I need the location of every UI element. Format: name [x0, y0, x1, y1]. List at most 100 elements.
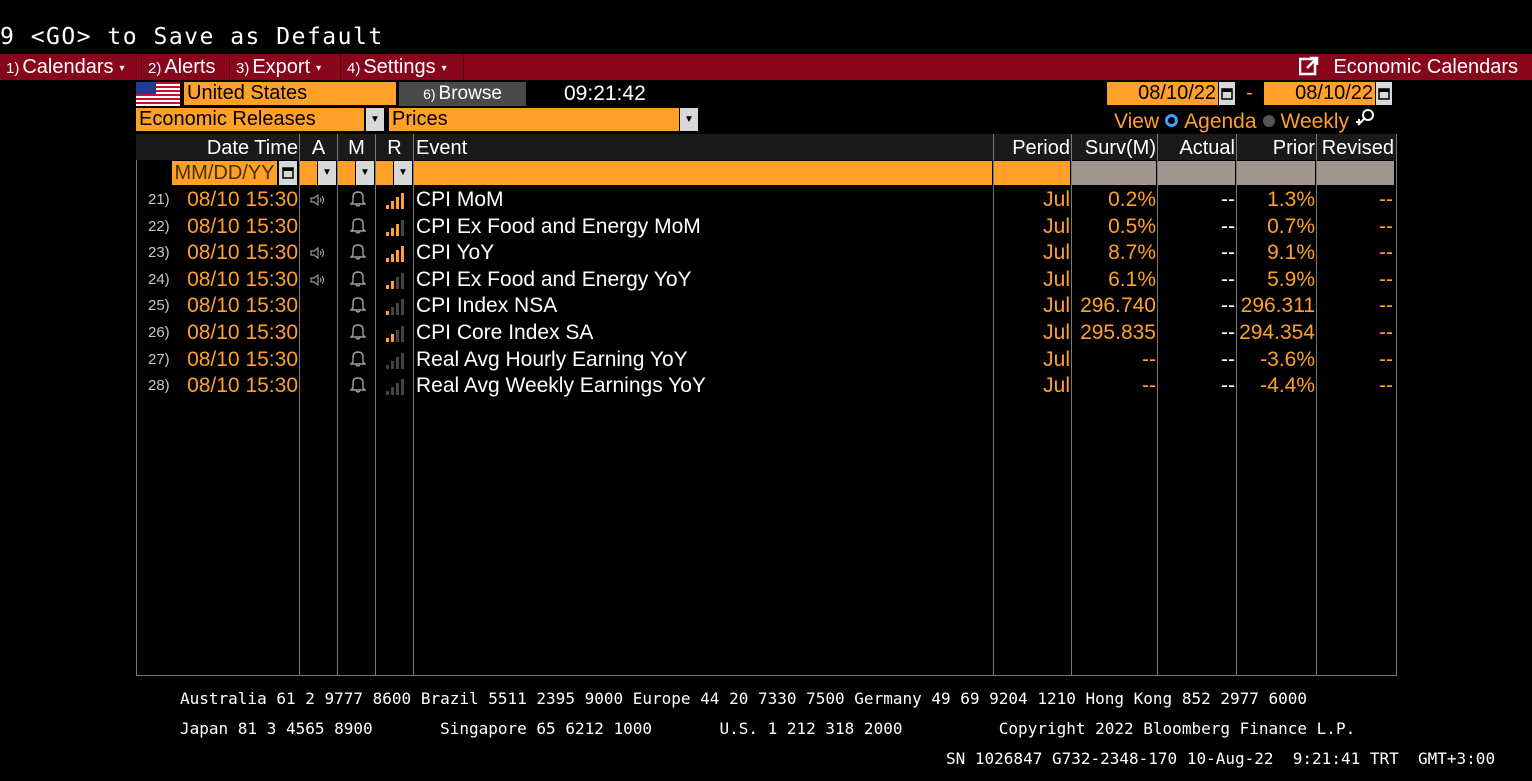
row-datetime: 08/10 15:30	[187, 214, 298, 238]
col-period[interactable]: Period	[1012, 137, 1070, 159]
revised-filter[interactable]	[1317, 161, 1394, 185]
table-row[interactable]: 25) 08/10 15:30 CPI Index NSA Jul 296.740 -- 2…	[136, 293, 1396, 319]
row-datetime: 08/10 15:30	[187, 347, 298, 371]
col-event[interactable]: Event	[416, 137, 468, 159]
speaker-icon[interactable]	[310, 241, 326, 267]
table-row[interactable]: 27) 08/10 15:30 Real Avg Hourly Earning Yo…	[136, 347, 1396, 373]
export-menu[interactable]: 3) Export ▾	[236, 56, 322, 78]
row-survey: --	[1142, 347, 1156, 371]
table-row[interactable]: 23) 08/10 15:30 CPI YoY Jul 8.7% -- 9.1% --	[136, 240, 1396, 266]
chevron-down-icon[interactable]: ▼	[394, 161, 412, 185]
row-number[interactable]: 24)	[148, 270, 170, 288]
row-survey: 0.5%	[1108, 214, 1156, 238]
row-event[interactable]: CPI Index NSA	[416, 294, 558, 318]
col-actual[interactable]: Actual	[1179, 137, 1235, 159]
country-field[interactable]: United States	[184, 82, 396, 105]
relevance-bars-icon	[384, 190, 404, 216]
col-relevance[interactable]: R	[387, 137, 402, 159]
command-line[interactable]: 9 <GO> to Save as Default	[0, 24, 384, 50]
chevron-down-icon[interactable]: ▼	[318, 161, 336, 185]
row-number[interactable]: 23)	[148, 244, 170, 262]
start-calendar-icon[interactable]	[1219, 82, 1235, 105]
col-survey[interactable]: Surv(M)	[1084, 137, 1156, 159]
row-number[interactable]: 27)	[148, 350, 170, 368]
bell-icon[interactable]	[349, 268, 367, 294]
row-event[interactable]: CPI Ex Food and Energy MoM	[416, 214, 701, 238]
end-calendar-icon[interactable]	[1376, 82, 1392, 105]
speaker-icon[interactable]	[310, 188, 326, 214]
row-period: Jul	[1043, 374, 1070, 398]
release-type-dropdown[interactable]: Economic Releases	[136, 108, 364, 131]
relevance-filter[interactable]	[376, 161, 393, 185]
survey-filter[interactable]	[1072, 161, 1156, 185]
table-row[interactable]: 22) 08/10 15:30 CPI Ex Food and Energy MoM…	[136, 214, 1396, 240]
end-date-field[interactable]: 08/10/22	[1264, 82, 1375, 105]
speaker-icon[interactable]	[310, 268, 326, 294]
weekly-radio[interactable]	[1262, 115, 1275, 127]
row-datetime: 08/10 15:30	[187, 241, 298, 265]
row-event[interactable]: CPI Ex Food and Energy YoY	[416, 267, 692, 291]
agenda-radio[interactable]	[1165, 114, 1179, 127]
economic-calendars-link[interactable]: Economic Calendars	[1299, 54, 1518, 80]
calendars-menu[interactable]: 1) Calendars ▾	[6, 56, 125, 78]
row-number[interactable]: 28)	[148, 377, 170, 395]
date-filter-input[interactable]: MM/DD/YY	[172, 161, 277, 185]
chevron-down-icon[interactable]: ▼	[356, 161, 374, 185]
col-audio[interactable]: A	[311, 137, 326, 159]
date-filter-calendar-icon[interactable]	[279, 161, 297, 185]
agenda-label[interactable]: Agenda	[1184, 110, 1257, 133]
row-prior: 296.311	[1240, 294, 1315, 318]
chevron-down-icon[interactable]: ▼	[366, 108, 384, 131]
external-link-icon	[1299, 56, 1319, 76]
prior-filter[interactable]	[1237, 161, 1315, 185]
row-period: Jul	[1043, 188, 1070, 211]
bell-icon[interactable]	[349, 374, 367, 400]
bell-icon[interactable]	[349, 188, 367, 214]
actual-filter[interactable]	[1158, 161, 1235, 185]
weekly-label[interactable]: Weekly	[1280, 110, 1350, 133]
row-revised: --	[1379, 347, 1393, 371]
audio-filter[interactable]	[300, 161, 317, 185]
event-filter-input[interactable]	[414, 161, 992, 185]
alert-filter[interactable]	[338, 161, 355, 185]
bell-icon[interactable]	[349, 241, 367, 267]
row-revised: --	[1379, 241, 1393, 265]
chevron-down-icon[interactable]: ▼	[680, 108, 698, 131]
settings-menu[interactable]: 4) Settings ▾	[347, 56, 447, 78]
row-number[interactable]: 25)	[148, 297, 170, 315]
footer: Australia 61 2 9777 8600 Brazil 5511 239…	[0, 676, 1532, 781]
period-filter[interactable]	[994, 161, 1070, 185]
row-event[interactable]: CPI Core Index SA	[416, 321, 594, 344]
row-period: Jul	[1043, 241, 1070, 265]
table-row[interactable]: 26) 08/10 15:30 CPI Core Index SA Jul 295.83…	[136, 320, 1396, 346]
row-number[interactable]: 26)	[148, 324, 170, 341]
row-datetime: 08/10 15:30	[187, 294, 298, 318]
table-row[interactable]: 21) 08/10 15:30 CPI MoM Jul 0.2% -- 1.3% --	[136, 187, 1396, 213]
col-prior[interactable]: Prior	[1272, 137, 1315, 159]
bell-icon[interactable]	[349, 348, 367, 374]
table-row[interactable]: 24) 08/10 15:30 CPI Ex Food and Energy YoY…	[136, 267, 1396, 293]
row-event[interactable]: CPI YoY	[416, 241, 495, 265]
row-event[interactable]: Real Avg Hourly Earning YoY	[416, 347, 688, 371]
menu-bar: 1) Calendars ▾ 2) Alerts 3) Export ▾ 4) Settin…	[0, 54, 1532, 80]
bell-icon[interactable]	[349, 294, 367, 320]
table-row[interactable]: 28) 08/10 15:30 Real Avg Weekly Earnings Y…	[136, 373, 1396, 399]
col-alert[interactable]: M	[348, 137, 365, 159]
zoom-icon[interactable]	[1355, 108, 1377, 130]
bell-icon[interactable]	[349, 215, 367, 241]
start-date-field[interactable]: 08/10/22	[1107, 82, 1218, 105]
row-event[interactable]: CPI MoM	[416, 188, 504, 211]
bell-icon[interactable]	[349, 321, 367, 347]
row-number[interactable]: 21)	[148, 191, 170, 208]
alerts-menu[interactable]: 2) Alerts	[148, 56, 216, 78]
browse-button[interactable]: 6) Browse	[399, 82, 526, 106]
row-event[interactable]: Real Avg Weekly Earnings YoY	[416, 374, 706, 398]
row-period: Jul	[1043, 294, 1070, 318]
col-revised[interactable]: Revised	[1321, 137, 1394, 159]
row-number[interactable]: 22)	[148, 217, 170, 235]
category-dropdown[interactable]: Prices	[389, 108, 679, 131]
relevance-bars-icon	[384, 243, 404, 269]
row-survey: 295.835	[1080, 321, 1156, 344]
col-datetime[interactable]: Date Time	[206, 137, 298, 159]
relevance-bars-icon	[384, 350, 404, 376]
